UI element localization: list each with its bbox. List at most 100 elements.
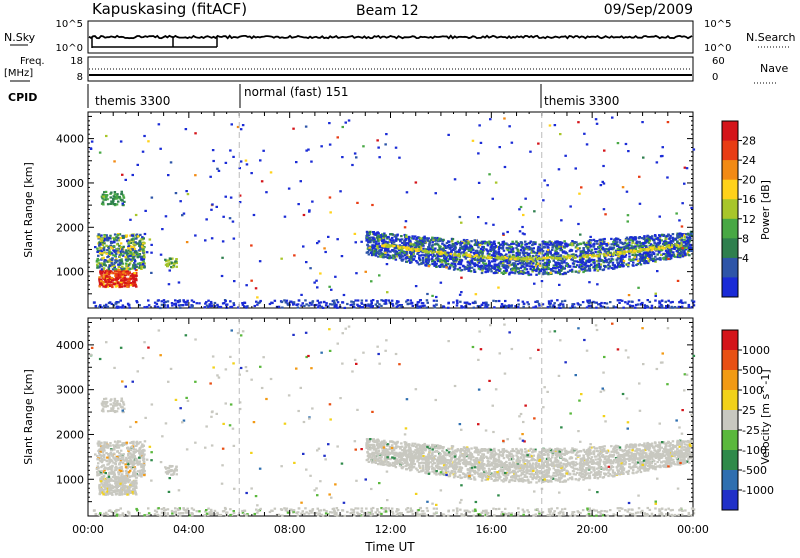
power-echo-cell	[177, 300, 180, 302]
power-echo-cell	[490, 241, 493, 243]
power-echo-cell	[526, 301, 529, 303]
power-echo-cell	[302, 302, 305, 304]
power-echo-cell	[554, 249, 557, 251]
power-echo-cell	[489, 118, 492, 120]
power-echo-cell	[134, 260, 137, 262]
power-echo-cell	[214, 302, 217, 304]
power-echo-cell	[613, 252, 616, 254]
power-echo-cell	[513, 262, 516, 264]
power-echo-cell	[288, 188, 291, 190]
freq-right-tick-bottom: 0	[712, 72, 718, 83]
power-echo-cell	[449, 258, 452, 260]
power-echo-cell	[403, 246, 406, 248]
power-echo-cell	[497, 287, 500, 289]
power-echo-cell	[165, 215, 168, 217]
power-echo-cell	[408, 260, 411, 262]
power-echo-cell	[320, 145, 323, 147]
power-echo-cell	[142, 151, 145, 153]
power-echo-cell	[429, 242, 432, 244]
power-echo-cell	[523, 271, 526, 273]
power-echo-cell	[528, 303, 531, 305]
power-echo-cell	[455, 242, 458, 244]
power-echo-cell	[524, 268, 527, 270]
power-echo-cell	[472, 302, 475, 304]
power-echo-cell	[407, 247, 410, 249]
power-echo-cell	[522, 232, 525, 234]
power-echo-cell	[104, 272, 107, 274]
power-echo-cell	[102, 248, 105, 250]
power-echo-cell	[639, 203, 642, 205]
power-echo-cell	[137, 256, 140, 258]
power-echo-cell	[245, 306, 248, 308]
power-echo-cell	[393, 255, 396, 257]
power-echo-cell	[343, 294, 346, 296]
power-echo-cell	[392, 305, 395, 307]
power-echo-cell	[494, 246, 497, 248]
power-echo-cell	[526, 247, 529, 249]
power-echo-cell	[211, 305, 214, 307]
power-echo-cell	[535, 274, 538, 276]
power-echo-cell	[618, 302, 621, 304]
power-echo-cell	[650, 243, 653, 245]
power-echo-cell	[128, 271, 131, 273]
power-echo-cell	[132, 246, 135, 248]
power-echo-cell	[490, 270, 493, 272]
power-echo-cell	[424, 264, 427, 266]
power-echo-cell	[375, 241, 378, 243]
power-echo-cell	[523, 263, 526, 265]
power-echo-cell	[96, 251, 99, 253]
power-echo-cell	[628, 294, 631, 296]
power-echo-cell	[612, 241, 615, 243]
power-echo-cell	[382, 253, 385, 255]
power-echo-cell	[624, 246, 627, 248]
power-echo-cell	[452, 301, 455, 303]
power-echo-cell	[480, 142, 483, 144]
power-echo-cell	[515, 241, 518, 243]
power-echo-cell	[222, 302, 225, 304]
power-echo-cell	[644, 260, 647, 262]
power-echo-cell	[114, 233, 117, 235]
power-echo-cell	[419, 305, 422, 307]
power-echo-cell	[120, 254, 123, 256]
power-echo-cell	[366, 252, 369, 254]
power-echo-cell	[674, 243, 677, 245]
power-echo-cell	[303, 305, 306, 307]
power-echo-cell	[129, 307, 132, 309]
power-echo-cell	[519, 230, 522, 232]
power-echo-cell	[117, 282, 120, 284]
power-echo-cell	[522, 214, 525, 216]
power-echo-cell	[518, 272, 521, 274]
power-echo-cell	[503, 250, 506, 252]
power-echo-cell	[121, 266, 124, 268]
power-echo-cell	[339, 190, 342, 192]
power-echo-cell	[253, 214, 256, 216]
power-echo-cell	[689, 236, 692, 238]
power-echo-cell	[598, 255, 601, 257]
power-echo-cell	[410, 299, 413, 301]
power-echo-cell	[542, 199, 545, 201]
power-echo-cell	[462, 254, 465, 256]
power-echo-cell	[563, 246, 566, 248]
power-echo-cell	[560, 269, 563, 271]
power-echo-cell	[232, 156, 235, 158]
power-echo-cell	[302, 245, 305, 247]
power-echo-cell	[522, 301, 525, 303]
power-echo-cell	[425, 254, 428, 256]
power-echo-cell	[523, 303, 526, 305]
power-echo-cell	[548, 244, 551, 246]
power-echo-cell	[635, 304, 638, 306]
power-echo-cell	[411, 235, 414, 237]
power-echo-cell	[287, 304, 290, 306]
power-echo-cell	[368, 240, 371, 242]
freq-label-1: Freq.	[20, 56, 45, 67]
velocity-echo-cell	[108, 489, 111, 491]
power-echo-cell	[408, 236, 411, 238]
power-echo-cell	[533, 283, 536, 285]
power-echo-cell	[106, 256, 109, 258]
power-echo-cell	[458, 253, 461, 255]
power-echo-cell	[115, 275, 118, 277]
power-echo-cell	[581, 265, 584, 267]
power-echo-cell	[194, 234, 197, 236]
power-echo-cell	[392, 257, 395, 259]
